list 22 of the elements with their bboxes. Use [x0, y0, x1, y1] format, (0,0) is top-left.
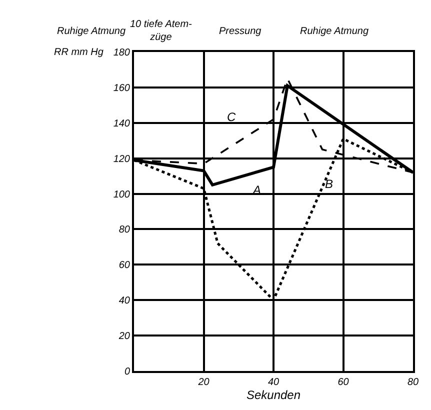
x-axis-title: Sekunden — [246, 388, 301, 402]
series-label: B — [325, 177, 334, 191]
text: Ruhige Atmung — [300, 26, 369, 37]
text: Ruhige Atmung — [57, 26, 126, 37]
x-tick-label: 20 — [197, 377, 210, 388]
x-tick-label: 40 — [268, 377, 280, 388]
x-tick-label: 60 — [338, 377, 350, 388]
y-axis-title: RR mm Hg — [54, 47, 104, 58]
y-tick-label: 180 — [113, 48, 130, 58]
y-tick-label: 80 — [118, 224, 130, 236]
y-tick-label: 100 — [113, 189, 130, 200]
y-tick-label: 120 — [113, 154, 130, 165]
y-tick-label: 140 — [113, 118, 130, 130]
text: Pressung — [219, 26, 262, 37]
y-tick-label: 60 — [118, 260, 130, 272]
y-tick-label: 20 — [118, 331, 130, 342]
series-label: C — [227, 110, 236, 124]
y-tick-label: 160 — [113, 82, 130, 94]
x-tick-label: 80 — [407, 377, 419, 388]
y-tick-label: 0 — [124, 366, 130, 378]
y-tick-label: 40 — [118, 296, 130, 307]
text: 10 tiefe Atem- züge — [130, 19, 193, 43]
